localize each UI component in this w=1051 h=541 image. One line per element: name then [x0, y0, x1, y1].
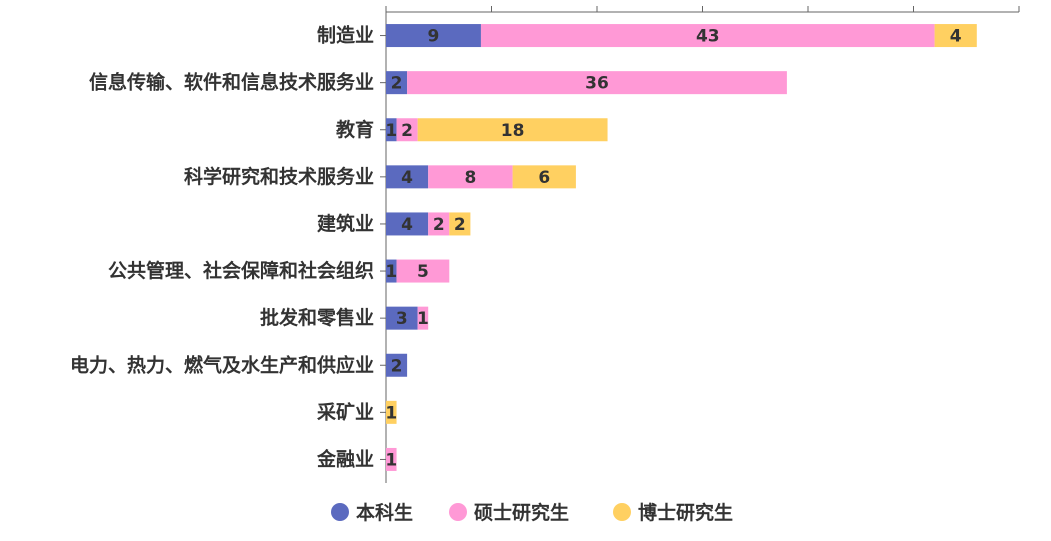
data-label: 6	[538, 168, 550, 188]
category-label: 公共管理、社会保障和社会组织	[108, 259, 374, 282]
data-label: 36	[585, 74, 609, 94]
legend-marker	[449, 503, 467, 521]
legend-item[interactable]: 本科生	[331, 501, 413, 524]
bar-segment[interactable]	[386, 165, 429, 189]
data-label: 1	[417, 309, 429, 329]
bar-segment[interactable]	[417, 306, 429, 330]
legend: 本科生 硕士研究生 博士研究生	[331, 501, 733, 524]
bar-segment[interactable]	[386, 400, 397, 424]
data-label: 1	[385, 262, 397, 282]
data-label: 4	[401, 215, 413, 235]
bar-segment[interactable]	[480, 24, 935, 48]
data-label: 2	[454, 215, 466, 235]
data-label: 2	[391, 356, 403, 376]
data-label: 1	[385, 403, 397, 423]
data-label: 2	[401, 121, 413, 141]
data-label: 4	[950, 27, 962, 47]
bar-segment[interactable]	[386, 259, 397, 283]
bar-segment[interactable]	[934, 24, 977, 48]
bar-segment[interactable]	[396, 118, 418, 142]
bar-segment[interactable]	[449, 212, 471, 236]
legend-label: 硕士研究生	[474, 501, 569, 524]
bar-segment[interactable]	[512, 165, 576, 189]
category-label: 制造业	[317, 24, 374, 47]
bar-segment[interactable]	[386, 447, 397, 471]
bar-segment[interactable]	[386, 212, 429, 236]
category-label: 采矿业	[317, 400, 374, 423]
data-label: 4	[401, 168, 413, 188]
bar-segment[interactable]	[396, 259, 450, 283]
bar-segment[interactable]	[428, 212, 450, 236]
data-label: 1	[385, 121, 397, 141]
legend-marker	[613, 503, 631, 521]
data-label: 5	[417, 262, 429, 282]
category-label: 电力、热力、燃气及水生产和供应业	[70, 353, 374, 376]
bar-segment[interactable]	[428, 165, 513, 189]
category-label: 科学研究和技术服务业	[184, 165, 374, 188]
data-label: 8	[464, 168, 476, 188]
category-label: 批发和零售业	[260, 306, 374, 329]
bar-segment[interactable]	[386, 118, 397, 142]
category-label: 金融业	[316, 447, 374, 470]
bar-segment[interactable]	[386, 71, 408, 95]
legend-label: 本科生	[356, 501, 413, 524]
data-label: 2	[433, 215, 445, 235]
data-label: 2	[391, 74, 403, 94]
bar-segment[interactable]	[407, 71, 787, 95]
data-label: 1	[385, 450, 397, 470]
legend-marker	[331, 503, 349, 521]
bar-segment[interactable]	[386, 24, 481, 48]
data-label: 43	[696, 27, 720, 47]
legend-item[interactable]: 硕士研究生	[449, 501, 569, 524]
category-labels: 制造业信息传输、软件和信息技术服务业教育科学研究和技术服务业建筑业公共管理、社会…	[70, 24, 374, 471]
category-label: 教育	[336, 118, 374, 141]
data-label: 18	[501, 121, 525, 141]
bars	[386, 24, 977, 471]
category-label: 建筑业	[317, 212, 374, 235]
category-label: 信息传输、软件和信息技术服务业	[89, 71, 374, 94]
data-label: 9	[428, 27, 440, 47]
bar-segment[interactable]	[386, 306, 418, 330]
legend-item[interactable]: 博士研究生	[613, 501, 733, 524]
bar-segment[interactable]	[417, 118, 608, 142]
data-label: 3	[396, 309, 408, 329]
bar-segment[interactable]	[386, 353, 408, 377]
legend-label: 博士研究生	[638, 501, 733, 524]
